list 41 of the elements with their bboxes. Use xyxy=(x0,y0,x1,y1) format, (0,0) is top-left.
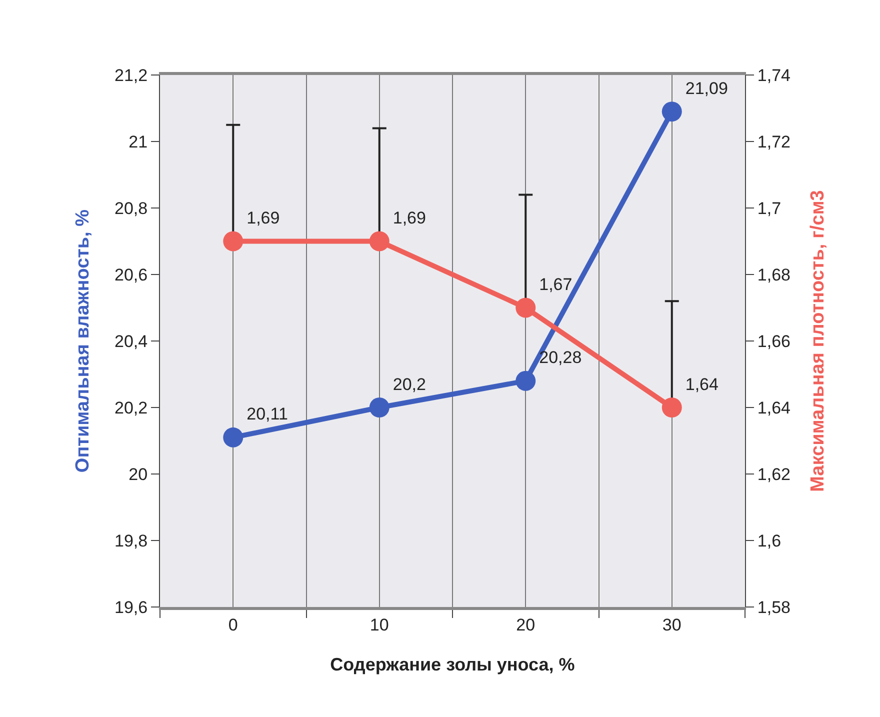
data-label: 1,64 xyxy=(685,374,718,394)
y2-tick-label: 1,58 xyxy=(757,598,790,617)
y-tick-label: 19,6 xyxy=(114,598,148,617)
y2-tick-label: 1,6 xyxy=(757,531,782,550)
x-tick-label: 30 xyxy=(662,615,682,634)
y-tick-label: 20,2 xyxy=(114,398,148,418)
point xyxy=(662,102,682,122)
point xyxy=(369,231,390,252)
point xyxy=(516,370,536,391)
y2-axis-title: Максимальная плотность, г/см3 xyxy=(807,190,828,492)
y2-tick-label: 1,64 xyxy=(757,398,790,418)
y-tick-label: 20 xyxy=(128,464,148,484)
y2-tick-label: 1,74 xyxy=(757,66,790,85)
x-tick-label: 20 xyxy=(516,615,536,634)
data-label: 1,69 xyxy=(246,208,280,228)
y-axis-title: Оптимальная влажность, % xyxy=(72,209,94,473)
point xyxy=(662,398,682,418)
x-tick-label: 10 xyxy=(370,615,389,634)
y2-tick-label: 1,62 xyxy=(757,464,790,484)
data-label: 20,11 xyxy=(246,404,288,424)
y-tick-label: 21,2 xyxy=(114,66,148,85)
x-axis-title: Содержание золы уноса, % xyxy=(330,654,575,674)
y-tick-label: 20,4 xyxy=(114,332,148,351)
point xyxy=(223,427,244,448)
data-label: 1,69 xyxy=(392,208,426,228)
y-tick-label: 20,6 xyxy=(114,265,148,284)
point xyxy=(369,398,390,418)
y2-tick-label: 1,7 xyxy=(757,198,782,218)
data-label: 20,28 xyxy=(539,348,582,368)
y2-tick-label: 1,72 xyxy=(757,132,790,152)
x-tick-label: 0 xyxy=(228,615,238,634)
data-label: 1,67 xyxy=(539,275,572,294)
y-tick-label: 19,8 xyxy=(114,531,148,550)
data-label: 20,2 xyxy=(392,374,426,394)
y-tick-label: 20,8 xyxy=(114,198,148,218)
y2-tick-label: 1,68 xyxy=(757,265,790,284)
point xyxy=(223,231,244,252)
y2-tick-label: 1,66 xyxy=(757,332,790,351)
y-tick-label: 21 xyxy=(128,132,148,152)
point xyxy=(516,298,536,318)
data-label: 21,09 xyxy=(685,78,728,98)
